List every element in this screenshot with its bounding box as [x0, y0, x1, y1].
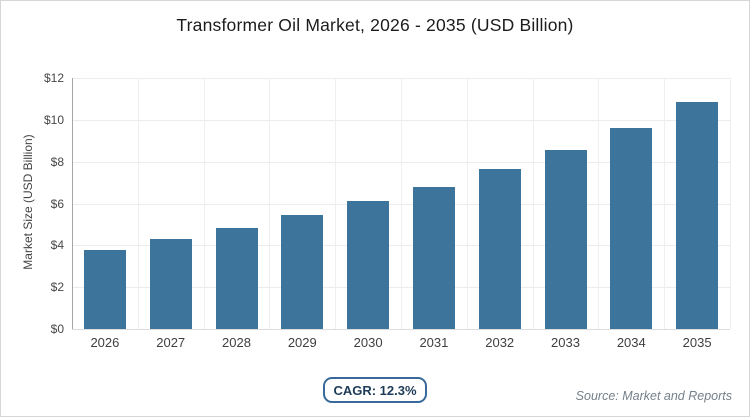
- x-tick-label-2030: 2030: [353, 335, 383, 350]
- y-tick-label-6: $6: [50, 196, 64, 211]
- x-tick-label-2027: 2027: [156, 335, 186, 350]
- x-tick-label-2032: 2032: [485, 335, 515, 350]
- bar-2032: [478, 168, 521, 329]
- x-tick-label-2026: 2026: [90, 335, 120, 350]
- x-tick-label-2028: 2028: [222, 335, 251, 350]
- gridline-v-10: [730, 78, 731, 329]
- gridline-v-9: [664, 78, 665, 329]
- x-tick-label-2034: 2034: [616, 335, 646, 350]
- gridline-v-1: [138, 78, 139, 329]
- y-tick-label-12: $12: [43, 71, 64, 85]
- gridline-v-8: [598, 78, 599, 329]
- gridline-v-7: [533, 78, 534, 329]
- y-tick-label-4: $4: [50, 238, 64, 253]
- gridline-v-6: [467, 78, 468, 329]
- x-axis-baseline: [72, 329, 730, 330]
- x-tick-label-2029: 2029: [287, 335, 317, 350]
- gridline-v-5: [401, 78, 402, 329]
- x-tick-label-2031: 2031: [419, 335, 449, 350]
- y-tick-label-0: $0: [50, 322, 64, 336]
- cagr-badge-label: CAGR: 12.3%: [333, 382, 417, 398]
- bar-2031: [412, 186, 455, 329]
- y-axis-line: [72, 78, 73, 329]
- y-tick-label-10: $10: [43, 112, 64, 127]
- y-tick-label-2: $2: [50, 280, 64, 295]
- bar-2033: [544, 150, 587, 329]
- gridline-v-4: [335, 78, 336, 329]
- bar-2029: [281, 215, 324, 329]
- bar-2027: [149, 239, 192, 329]
- x-axis-labels: 2026 2027 2028 2029 2030 2031 2032 2033 2034 2035: [72, 335, 730, 351]
- x-tick-label-2033: 2033: [551, 335, 580, 350]
- source-note: Source: Market and Reports: [575, 389, 732, 403]
- gridline-v-3: [269, 78, 270, 329]
- bar-2035: [676, 102, 719, 329]
- bar-2030: [347, 201, 390, 329]
- plot-area: [72, 78, 731, 330]
- chart-title: Transformer Oil Market, 2026 - 2035 (USD…: [176, 15, 574, 35]
- bar-2034: [610, 128, 653, 329]
- bar-2028: [215, 227, 258, 329]
- bar-2026: [83, 249, 126, 329]
- y-tick-label-8: $8: [50, 154, 64, 169]
- x-tick-label-2035: 2035: [682, 335, 712, 350]
- gridline-v-2: [204, 78, 205, 329]
- y-axis-ticks: $0 $2 $4 $6 $8 $10 $12: [4, 71, 64, 336]
- cagr-badge: CAGR: 12.3%: [323, 377, 427, 403]
